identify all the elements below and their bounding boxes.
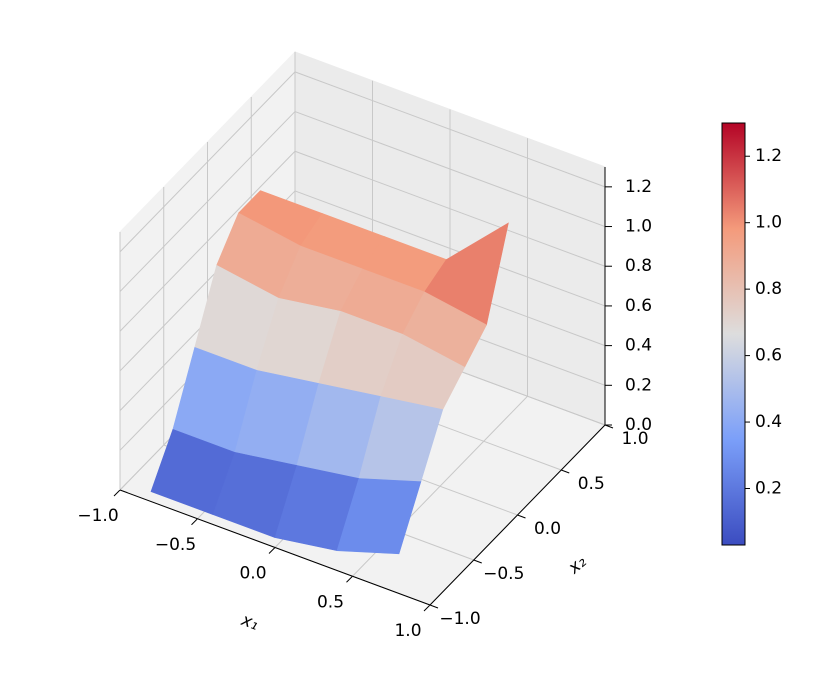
y-tick-label: 0.5 <box>578 474 605 494</box>
x-axis-label: x₁ <box>238 610 262 635</box>
grid-line <box>294 150 606 267</box>
tick-mark <box>346 575 353 583</box>
y-tick-label: 0.0 <box>534 519 561 539</box>
tick-mark <box>191 518 198 526</box>
y-tick-label: 1.0 <box>621 429 648 449</box>
grid-line <box>119 111 296 292</box>
x-tick-label: −0.5 <box>155 535 196 555</box>
tick-mark <box>517 514 526 519</box>
y-tick-label: −1.0 <box>439 609 480 629</box>
surface-facet <box>336 478 422 555</box>
tick-mark <box>473 559 482 564</box>
x-tick-label: −1.0 <box>77 506 118 526</box>
colorbar-tick-label: 0.2 <box>755 479 782 499</box>
tick-mark <box>561 469 570 474</box>
grid-line <box>294 71 606 188</box>
z-tick-label: 0.2 <box>625 375 652 395</box>
z-tick-label: 0.0 <box>625 415 652 435</box>
grid-line <box>119 71 296 253</box>
colorbar-tick-label: 0.4 <box>755 412 782 432</box>
y-tick-label: −0.5 <box>483 564 524 584</box>
colorbar-tick-label: 1.2 <box>755 146 782 166</box>
tick-mark <box>429 604 439 609</box>
y-axis-label: x₂ <box>564 552 591 579</box>
colorbar <box>721 122 746 546</box>
colorbar-tick-label: 0.8 <box>755 279 782 299</box>
tick-mark <box>423 604 431 612</box>
z-tick-label: 1.0 <box>625 217 652 237</box>
x-tick-label: 1.0 <box>394 621 421 641</box>
grid-line <box>294 111 606 228</box>
grid-line <box>294 190 606 307</box>
z-tick-label: 0.4 <box>625 336 652 356</box>
x-axis-line <box>119 489 431 606</box>
z-tick-label: 1.2 <box>625 177 652 197</box>
x-tick-label: 0.0 <box>239 564 266 584</box>
colorbar-tick-label: 0.6 <box>755 346 782 366</box>
tick-mark <box>268 547 276 554</box>
tick-mark <box>113 489 121 497</box>
colorbar-tick-label: 1.0 <box>755 213 782 233</box>
y-axis-line <box>429 424 606 606</box>
z-tick-label: 0.6 <box>625 296 652 316</box>
z-tick-label: 0.8 <box>625 256 652 276</box>
grid-line <box>119 150 296 332</box>
x-tick-label: 0.5 <box>317 592 344 612</box>
